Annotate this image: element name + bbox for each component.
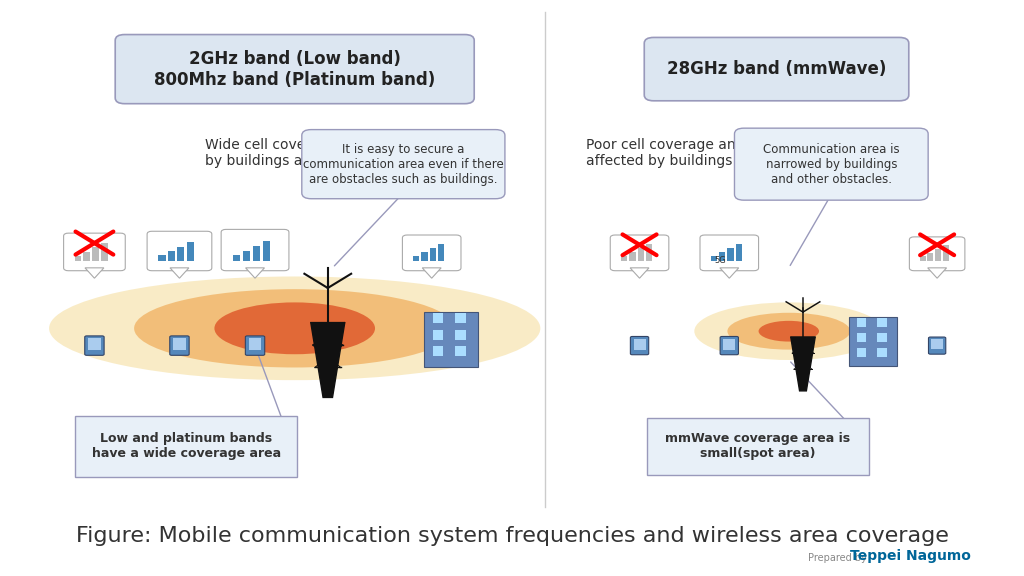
Ellipse shape (134, 289, 456, 367)
Bar (424, 312, 477, 367)
Text: Figure: Mobile communication system frequencies and wireless area coverage: Figure: Mobile communication system freq… (76, 526, 948, 545)
Ellipse shape (49, 276, 541, 380)
Text: Prepared by: Prepared by (808, 554, 866, 563)
FancyBboxPatch shape (909, 237, 965, 271)
FancyBboxPatch shape (302, 130, 505, 199)
Bar (877, 348, 887, 357)
FancyBboxPatch shape (147, 232, 212, 271)
Bar (433, 329, 443, 340)
Bar (92, 248, 99, 261)
FancyBboxPatch shape (700, 235, 759, 271)
Bar (159, 255, 166, 261)
Bar (629, 252, 636, 261)
Bar (920, 256, 926, 261)
Ellipse shape (214, 302, 375, 354)
Bar (621, 256, 628, 261)
Bar (177, 247, 184, 261)
Ellipse shape (694, 302, 884, 360)
Polygon shape (422, 268, 441, 278)
Text: Communication area is
narrowed by buildings
and other obstacles.: Communication area is narrowed by buildi… (763, 143, 900, 185)
Bar (433, 313, 443, 323)
Bar (413, 256, 420, 261)
Bar (101, 243, 108, 261)
FancyBboxPatch shape (246, 336, 265, 355)
FancyBboxPatch shape (63, 233, 125, 271)
Bar (438, 244, 444, 261)
Bar (455, 329, 466, 340)
Bar (84, 252, 90, 261)
FancyBboxPatch shape (173, 338, 186, 350)
FancyBboxPatch shape (170, 336, 189, 355)
FancyBboxPatch shape (249, 338, 261, 350)
Text: Wide cell coverage and less affected
by buildings and obstacles: Wide cell coverage and less affected by … (205, 138, 461, 168)
Text: Poor cell coverage and highly
affected by buildings and obstacles: Poor cell coverage and highly affected b… (586, 138, 833, 168)
FancyBboxPatch shape (644, 37, 908, 101)
Bar (928, 253, 934, 261)
Bar (877, 319, 887, 327)
Text: 2GHz band (Low band)
800Mhz band (Platinum band): 2GHz band (Low band) 800Mhz band (Platin… (154, 50, 435, 89)
Bar (455, 313, 466, 323)
FancyBboxPatch shape (723, 339, 735, 350)
Bar (232, 255, 241, 261)
Text: 28GHz band (mmWave): 28GHz band (mmWave) (667, 60, 886, 78)
Polygon shape (85, 268, 103, 278)
Polygon shape (791, 337, 815, 391)
Ellipse shape (727, 313, 850, 350)
FancyBboxPatch shape (634, 339, 645, 350)
FancyBboxPatch shape (720, 336, 738, 355)
Bar (75, 256, 81, 261)
Bar (719, 252, 725, 261)
FancyBboxPatch shape (402, 235, 461, 271)
Bar (943, 245, 949, 261)
Ellipse shape (759, 321, 819, 342)
FancyBboxPatch shape (75, 416, 297, 477)
Bar (849, 317, 897, 366)
Polygon shape (310, 323, 345, 397)
Bar (422, 252, 428, 261)
FancyBboxPatch shape (646, 418, 868, 475)
Bar (857, 348, 866, 357)
Bar (253, 246, 260, 261)
Text: It is easy to secure a
communication area even if there
are obstacles such as bu: It is easy to secure a communication are… (303, 143, 504, 185)
FancyBboxPatch shape (610, 235, 669, 271)
Text: 5G: 5G (715, 256, 726, 266)
Polygon shape (928, 268, 946, 278)
Polygon shape (630, 268, 649, 278)
FancyBboxPatch shape (116, 35, 474, 104)
Polygon shape (170, 268, 188, 278)
FancyBboxPatch shape (929, 337, 946, 354)
Bar (455, 346, 466, 356)
Polygon shape (720, 268, 738, 278)
Bar (857, 319, 866, 327)
Bar (168, 251, 175, 261)
FancyBboxPatch shape (221, 229, 289, 271)
Bar (646, 244, 652, 261)
Bar (262, 241, 270, 261)
FancyBboxPatch shape (85, 336, 104, 355)
Bar (935, 249, 941, 261)
Bar (430, 248, 436, 261)
Bar (243, 251, 250, 261)
Bar (186, 242, 194, 261)
FancyBboxPatch shape (88, 338, 100, 350)
FancyBboxPatch shape (734, 128, 928, 200)
FancyBboxPatch shape (932, 339, 943, 350)
Bar (857, 333, 866, 342)
Text: Teppei Nagumo: Teppei Nagumo (850, 550, 971, 563)
Bar (433, 346, 443, 356)
Bar (711, 256, 717, 261)
Text: mmWave coverage area is
small(spot area): mmWave coverage area is small(spot area) (665, 433, 850, 460)
Text: Low and platinum bands
have a wide coverage area: Low and platinum bands have a wide cover… (91, 433, 281, 460)
FancyBboxPatch shape (631, 336, 648, 355)
Polygon shape (246, 268, 264, 278)
Bar (638, 248, 644, 261)
Bar (735, 244, 742, 261)
Bar (727, 248, 734, 261)
Bar (877, 333, 887, 342)
